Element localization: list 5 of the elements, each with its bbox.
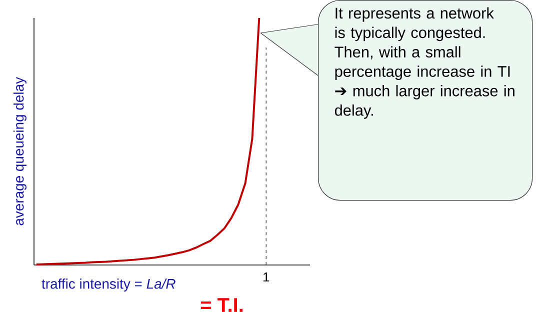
x-axis-title: traffic intensity = La/R: [42, 278, 176, 292]
text: 1: [264, 272, 270, 282]
text: = T.I.: [200, 298, 243, 312]
text: It represents a network is typically congested. Then, with a small percentage increase in TI ➔ much larger increase in delay.: [334, 7, 514, 119]
y-axis-title: average queueing delay: [13, 77, 26, 226]
